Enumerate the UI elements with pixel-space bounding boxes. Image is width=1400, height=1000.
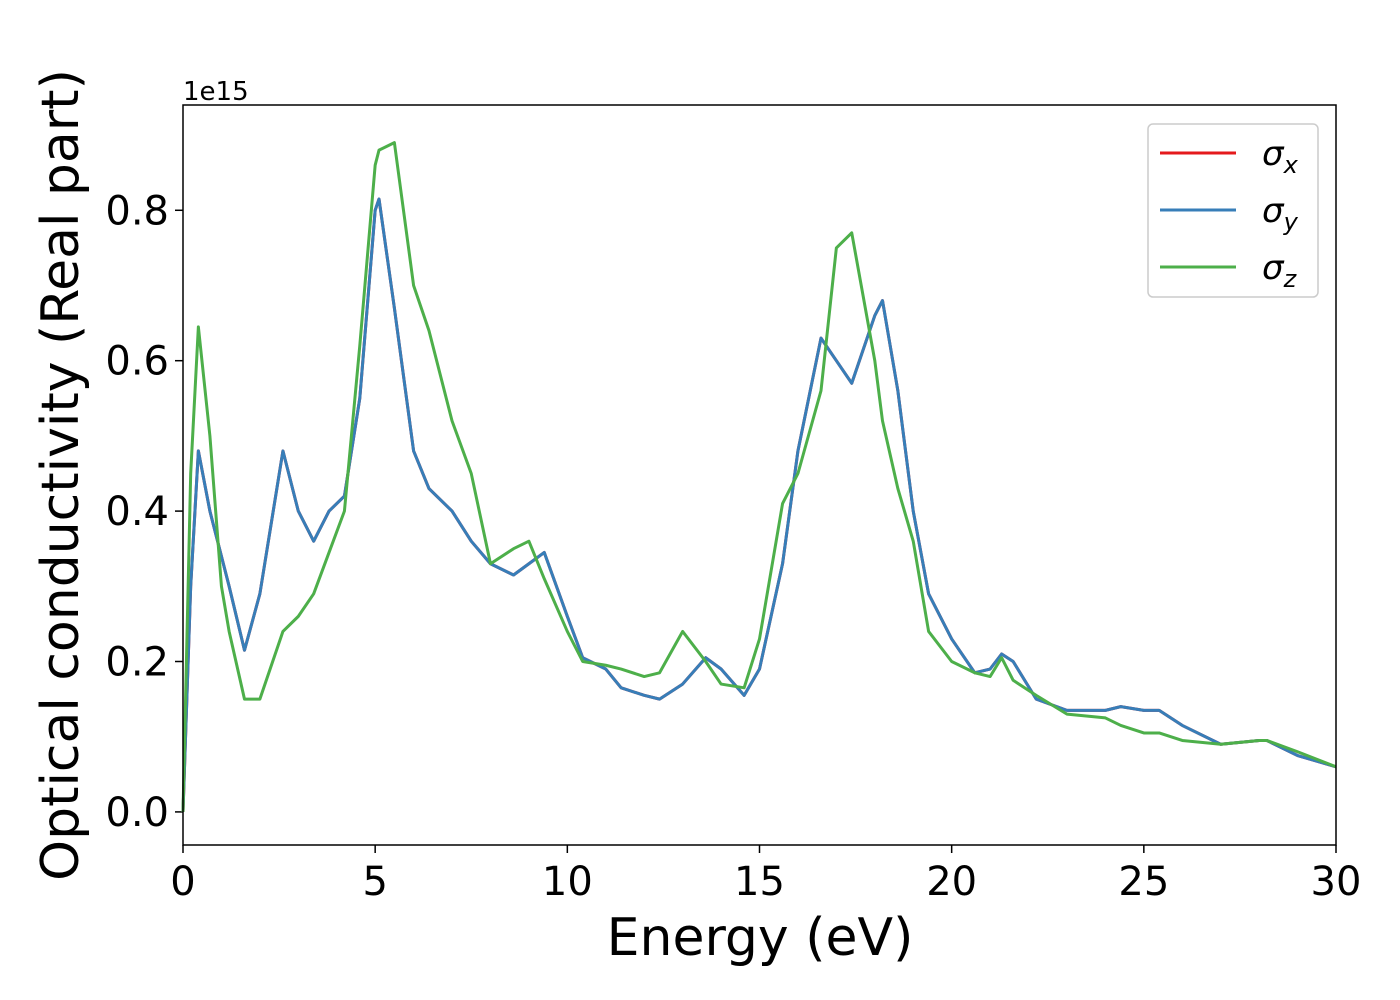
y-tick-label: 0.2 <box>105 640 169 686</box>
x-tick-label: 25 <box>1118 859 1169 905</box>
x-axis-label: Energy (eV) <box>607 908 914 968</box>
y-tick-label: 0.0 <box>105 790 169 836</box>
x-tick-label: 20 <box>926 859 977 905</box>
series-line <box>181 141 1337 812</box>
x-tick-label: 10 <box>542 859 593 905</box>
y-tick-label: 0.4 <box>105 489 169 535</box>
y-axis-label: Optical conductivity (Real part) <box>31 69 91 881</box>
legend: σx σy σz <box>1147 123 1319 298</box>
x-tick-label: 5 <box>362 859 387 905</box>
x-tick-label: 0 <box>170 859 195 905</box>
x-tick-label: 30 <box>1311 859 1362 905</box>
legend-label: σz <box>1262 248 1298 293</box>
legend-label: σy <box>1262 191 1299 236</box>
x-tick-label: 15 <box>734 859 785 905</box>
y-tick-label: 0.8 <box>105 188 169 234</box>
y-tick-label: 0.6 <box>105 339 169 385</box>
plot-frame <box>182 104 1337 846</box>
y-offset-label: 1e15 <box>183 77 249 107</box>
legend-label: σx <box>1262 134 1299 179</box>
